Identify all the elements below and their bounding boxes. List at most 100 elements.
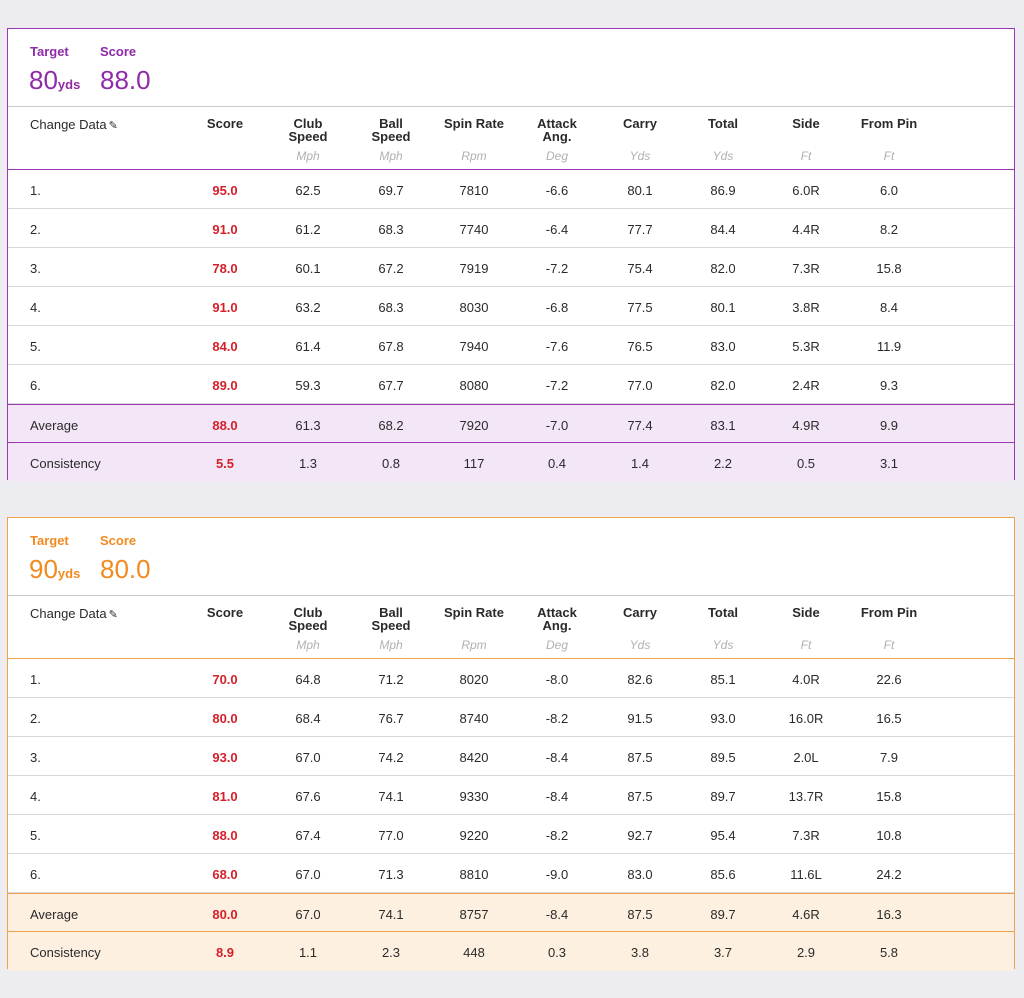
cell: 3.7 <box>713 945 733 960</box>
cell: -8.2 <box>545 828 569 843</box>
target-number: 90 <box>29 554 58 584</box>
cell: -7.0 <box>545 418 569 433</box>
shot-row[interactable]: 5. 88.0 67.4 77.0 9220 -8.2 92.7 95.4 7.3R 10.8 <box>8 815 1014 854</box>
column-header: Ball Speed <box>371 116 411 144</box>
cell: 85.6 <box>710 867 736 882</box>
row-label: 5. <box>30 339 41 354</box>
cell: 83.0 <box>710 339 736 354</box>
cell: 71.2 <box>378 672 404 687</box>
shot-row[interactable]: 5. 84.0 61.4 67.8 7940 -7.6 76.5 83.0 5.3R 11.9 <box>8 326 1014 365</box>
cell: 9220 <box>459 828 489 843</box>
cell: 67.0 <box>295 867 321 882</box>
cell: 1.1 <box>298 945 318 960</box>
cell: 24.2 <box>876 867 902 882</box>
cell: 4.0R <box>792 672 820 687</box>
shot-row[interactable]: 3. 78.0 60.1 67.2 7919 -7.2 75.4 82.0 7.3R 15.8 <box>8 248 1014 287</box>
cell: 68.4 <box>295 711 321 726</box>
shot-row[interactable]: 2. 80.0 68.4 76.7 8740 -8.2 91.5 93.0 16.0R 16.5 <box>8 698 1014 737</box>
shot-row[interactable]: 1. 70.0 64.8 71.2 8020 -8.0 82.6 85.1 4.0R 22.6 <box>8 659 1014 698</box>
cell: 69.7 <box>378 183 404 198</box>
change-data-label: Change Data <box>30 117 107 132</box>
cell: 15.8 <box>876 261 902 276</box>
target-unit: yds <box>57 566 81 581</box>
cell: 80.1 <box>627 183 653 198</box>
column-unit: Yds <box>712 149 734 163</box>
cell: 8030 <box>459 300 489 315</box>
cell: 15.8 <box>876 789 902 804</box>
cell: 87.5 <box>627 750 653 765</box>
average-row[interactable]: Average 88.0 61.3 68.2 7920 -7.0 77.4 83.1 4.9R 9… <box>8 404 1014 443</box>
shot-row[interactable]: 6. 68.0 67.0 71.3 8810 -9.0 83.0 85.6 11.6L 24.2 <box>8 854 1014 893</box>
row-label: 1. <box>30 672 41 687</box>
cell: 74.2 <box>378 750 404 765</box>
shot-score: 91.0 <box>212 300 238 315</box>
column-header: Club Speed <box>288 116 328 144</box>
cell: 63.2 <box>295 300 321 315</box>
session-panel: Target Score 80yds 88.0 Change Data ✎ Score Clu… <box>7 28 1015 482</box>
cell: 2.2 <box>713 456 733 471</box>
column-unit: Deg <box>545 149 568 163</box>
shot-score: 91.0 <box>212 222 238 237</box>
cell: 16.0R <box>788 711 824 726</box>
cell: 117 <box>463 456 485 471</box>
column-header: Ball Speed <box>371 605 411 633</box>
cell: 74.1 <box>378 789 404 804</box>
cell: 2.0L <box>793 750 819 765</box>
column-unit: Rpm <box>461 638 487 652</box>
cell: 0.8 <box>381 456 401 471</box>
cell: 448 <box>463 945 485 960</box>
cell: 68.3 <box>378 300 404 315</box>
session-score: 80.0 <box>100 554 151 584</box>
cell: 60.1 <box>295 261 321 276</box>
shot-row[interactable]: 3. 93.0 67.0 74.2 8420 -8.4 87.5 89.5 2.0L 7.9 <box>8 737 1014 776</box>
target-label: Target <box>30 533 69 548</box>
column-unit: Yds <box>629 149 651 163</box>
score-label: Score <box>100 44 137 59</box>
cell: 89.7 <box>710 907 736 922</box>
shot-score: 88.0 <box>212 828 238 843</box>
cell: 9.3 <box>879 378 899 393</box>
cell: 6.0 <box>879 183 899 198</box>
cell: 4.9R <box>792 418 820 433</box>
cell: 11.6L <box>790 867 822 882</box>
consistency-row[interactable]: Consistency 8.9 1.1 2.3 448 0.3 3.8 3.7 2.9 5.8 <box>8 932 1014 971</box>
average-row[interactable]: Average 80.0 67.0 74.1 8757 -8.4 87.5 89.7 4.6R 1… <box>8 893 1014 932</box>
cell: 67.0 <box>295 750 321 765</box>
shot-row[interactable]: 4. 91.0 63.2 68.3 8030 -6.8 77.5 80.1 3.8R 8.4 <box>8 287 1014 326</box>
cell: 2.3 <box>381 945 401 960</box>
score-label: Score <box>100 533 137 548</box>
column-unit: Ft <box>800 638 812 652</box>
cell: 8080 <box>459 378 489 393</box>
column-unit: Mph <box>296 638 320 652</box>
cell: 68.2 <box>378 418 404 433</box>
cell: 75.4 <box>627 261 653 276</box>
cell: 0.4 <box>547 456 567 471</box>
row-label: Consistency <box>30 456 101 471</box>
cell: 0.3 <box>547 945 567 960</box>
cell: 11.9 <box>876 339 902 354</box>
cell: 80.1 <box>710 300 736 315</box>
column-header: From Pin <box>860 605 918 620</box>
change-data-button[interactable]: Change Data ✎ <box>30 606 118 621</box>
column-unit: Ft <box>883 638 895 652</box>
cell: 7.9 <box>879 750 899 765</box>
shot-row[interactable]: 4. 81.0 67.6 74.1 9330 -8.4 87.5 89.7 13.7R 15.8 <box>8 776 1014 815</box>
cell: 1.3 <box>298 456 318 471</box>
change-data-button[interactable]: Change Data ✎ <box>30 117 118 132</box>
shot-row[interactable]: 2. 91.0 61.2 68.3 7740 -6.4 77.7 84.4 4.4R 8.2 <box>8 209 1014 248</box>
cell: 93.0 <box>710 711 736 726</box>
column-unit: Yds <box>629 638 651 652</box>
column-header: Total <box>707 116 739 131</box>
column-header: Score <box>206 116 244 131</box>
cell: -9.0 <box>545 867 569 882</box>
target-label: Target <box>30 44 69 59</box>
session-score: 88.0 <box>100 65 151 95</box>
cell: 61.4 <box>295 339 321 354</box>
shot-score: 5.5 <box>215 456 235 471</box>
cell: 85.1 <box>710 672 736 687</box>
shot-row[interactable]: 6. 89.0 59.3 67.7 8080 -7.2 77.0 82.0 2.4R 9.3 <box>8 365 1014 404</box>
column-unit: Ft <box>883 149 895 163</box>
shot-score: 68.0 <box>212 867 238 882</box>
shot-row[interactable]: 1. 95.0 62.5 69.7 7810 -6.6 80.1 86.9 6.0R 6.0 <box>8 170 1014 209</box>
consistency-row[interactable]: Consistency 5.5 1.3 0.8 117 0.4 1.4 2.2 0.5 3.1 <box>8 443 1014 482</box>
